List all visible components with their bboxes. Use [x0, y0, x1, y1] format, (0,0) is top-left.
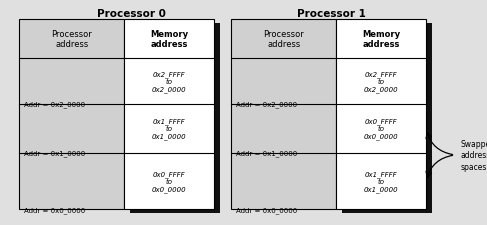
Text: Addr = 0x1_0000: Addr = 0x1_0000 — [24, 150, 86, 156]
Bar — [336, 20, 426, 209]
Text: Addr = 0x2_0000: Addr = 0x2_0000 — [236, 101, 298, 108]
Text: 0x0_FFFF
to
0x0_0000: 0x0_FFFF to 0x0_0000 — [364, 118, 398, 140]
Bar — [124, 20, 214, 209]
Bar — [342, 24, 432, 213]
Text: 0x2_FFFF
to
0x2_0000: 0x2_FFFF to 0x2_0000 — [364, 71, 398, 92]
Text: Processor
address: Processor address — [52, 30, 92, 49]
Text: Processor
address: Processor address — [263, 30, 304, 49]
Text: 0x1_FFFF
to
0x1_0000: 0x1_FFFF to 0x1_0000 — [152, 118, 187, 140]
Bar — [19, 20, 124, 209]
Text: 0x1_FFFF
to
0x1_0000: 0x1_FFFF to 0x1_0000 — [364, 171, 398, 192]
Bar — [130, 24, 220, 213]
Text: Memory
address: Memory address — [362, 30, 400, 49]
Text: 0x2_FFFF
to
0x2_0000: 0x2_FFFF to 0x2_0000 — [152, 71, 187, 92]
Text: Processor 0: Processor 0 — [97, 9, 166, 19]
Text: Swapped
address
spaces: Swapped address spaces — [460, 140, 487, 171]
Bar — [231, 20, 336, 209]
Text: Addr = 0x2_0000: Addr = 0x2_0000 — [24, 101, 86, 108]
Text: Processor 1: Processor 1 — [297, 9, 366, 19]
Text: Addr = 0x1_0000: Addr = 0x1_0000 — [236, 150, 298, 156]
Text: Memory
address: Memory address — [150, 30, 188, 49]
Text: Addr = 0x0_0000: Addr = 0x0_0000 — [236, 206, 298, 213]
Text: 0x0_FFFF
to
0x0_0000: 0x0_FFFF to 0x0_0000 — [152, 171, 187, 192]
Text: Addr = 0x0_0000: Addr = 0x0_0000 — [24, 206, 86, 213]
